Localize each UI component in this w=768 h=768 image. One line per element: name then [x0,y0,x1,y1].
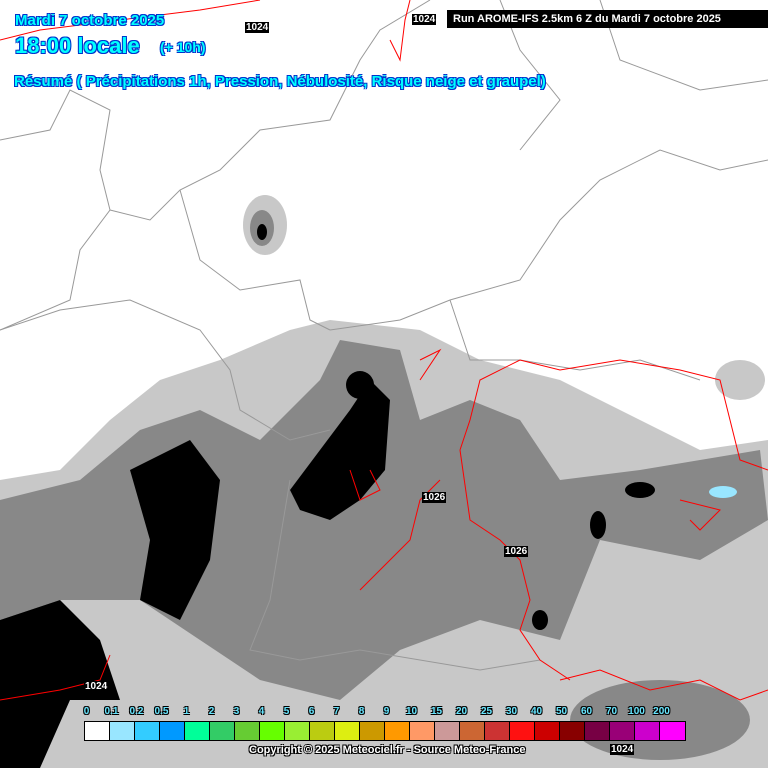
legend-label: 25 [480,706,493,717]
cloud-dark-layer [0,224,655,768]
legend-label: 0.1 [104,706,119,717]
legend-swatch [285,722,310,740]
legend-labels: 0 0.1 0.2 0.5 1 2 3 4 5 6 7 8 9 10 15 20 25 30 40 50 60 70 100… [84,706,686,718]
forecast-lead: (+ 10h) [160,39,206,55]
legend-swatch [385,722,410,740]
legend-label: 20 [455,706,468,717]
legend-swatch [135,722,160,740]
legend-label: 70 [605,706,618,717]
legend-swatch [85,722,110,740]
map-subtitle: Résumé ( Précipitations 1h, Pression, Né… [14,73,546,90]
legend-label: 60 [580,706,593,717]
legend-swatch [410,722,435,740]
legend-swatch [510,722,535,740]
legend-swatch [485,722,510,740]
legend-swatch [310,722,335,740]
precipitation-legend [84,721,686,741]
legend-label: 200 [653,706,670,717]
legend-swatch [535,722,560,740]
legend-label: 1 [183,706,190,717]
pressure-label: 1024 [245,22,270,33]
pressure-label: 1024 [84,681,109,692]
legend-label: 40 [530,706,543,717]
legend-swatch [235,722,260,740]
pressure-label: 1024 [412,14,437,25]
legend-label: 10 [405,706,418,717]
copyright: Copyright © 2025 Meteociel.fr - Source M… [249,744,526,756]
legend-label: 0.5 [154,706,169,717]
legend-swatch [260,722,285,740]
forecast-date: Mardi 7 octobre 2025 [15,12,165,29]
legend-label: 15 [430,706,443,717]
legend-swatch [335,722,360,740]
legend-swatch [560,722,585,740]
red-borders [0,0,768,701]
legend-label: 6 [308,706,315,717]
legend-swatch [360,722,385,740]
forecast-time: 18:00 locale [15,33,140,58]
legend-swatch [435,722,460,740]
legend-swatch [660,722,685,740]
legend-label: 3 [233,706,240,717]
legend-label: 8 [358,706,365,717]
light-precip-area [709,486,737,498]
legend-swatch [185,722,210,740]
legend-label: 30 [505,706,518,717]
pressure-label: 1026 [504,546,529,557]
legend-label: 0 [83,706,90,717]
legend-swatch [610,722,635,740]
legend-label: 7 [333,706,340,717]
legend-swatch [110,722,135,740]
legend-label: 2 [208,706,215,717]
legend-swatch [635,722,660,740]
model-run-banner: Run AROME-IFS 2.5km 6 Z du Mardi 7 octob… [447,10,768,28]
legend-swatch [460,722,485,740]
legend-label: 5 [283,706,290,717]
pressure-label: 1026 [422,492,447,503]
pressure-label: 1024 [610,744,635,755]
legend-swatch [210,722,235,740]
legend-label: 100 [628,706,645,717]
legend-swatch [160,722,185,740]
legend-label: 4 [258,706,265,717]
legend-label: 50 [555,706,568,717]
legend-label: 9 [383,706,390,717]
legend-label: 0.2 [129,706,144,717]
legend-swatch [585,722,610,740]
